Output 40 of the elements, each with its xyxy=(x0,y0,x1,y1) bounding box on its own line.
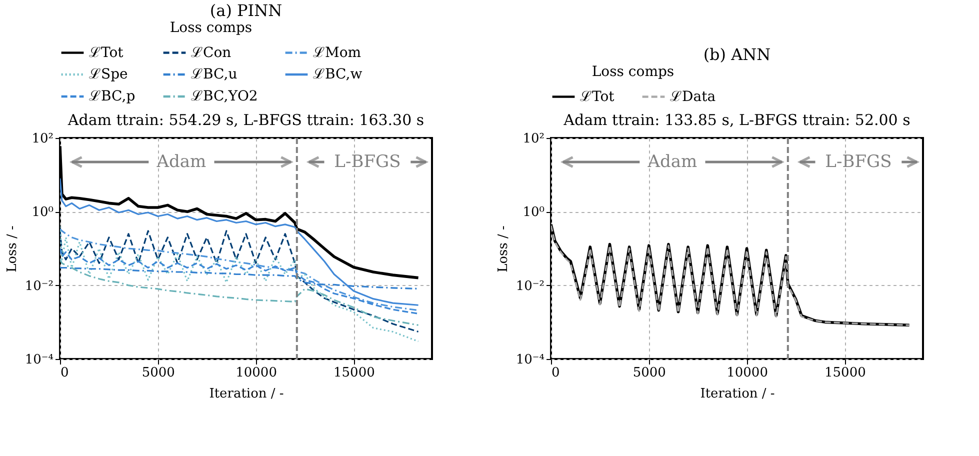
x-tick-label: 0 xyxy=(552,366,560,380)
legend-label: ℒTot xyxy=(89,44,124,61)
chart-title: (a) PINN xyxy=(210,1,282,20)
y-tick-label: 10⁻⁴ xyxy=(24,352,54,368)
legend-label: ℒTot xyxy=(580,88,615,105)
chart-subtitle: Adam ttrain: 554.29 s, L-BFGS ttrain: 163.30 s xyxy=(66,111,424,129)
y-tick-label: 10² xyxy=(32,132,54,146)
y-tick-label: 10⁰ xyxy=(522,205,544,220)
chart-subtitle: Adam ttrain: 133.85 s, L-BFGS ttrain: 52.00 s xyxy=(562,111,910,129)
y-tick-label: 10⁻² xyxy=(516,278,544,294)
legend-title: Loss comps xyxy=(170,20,252,36)
x-axis-title: Iteration / - xyxy=(700,386,775,402)
y-tick-label: 10⁰ xyxy=(32,205,54,220)
annotation: L-BFGS xyxy=(825,152,892,172)
legend-label: ℒData xyxy=(670,88,716,105)
x-tick-label: 0 xyxy=(60,366,69,380)
legend-label: ℒBC,p xyxy=(89,88,136,104)
legend-label: ℒBC,YO2 xyxy=(191,88,258,104)
x-tick-label: 10000 xyxy=(726,366,768,380)
legend-label: ℒBC,u xyxy=(191,66,238,82)
y-axis-title: Loss / - xyxy=(496,226,511,272)
annotation: Adam xyxy=(156,152,206,172)
annotation: Adam xyxy=(646,152,698,172)
legend-label: ℒMom xyxy=(313,44,362,61)
y-tick-label: 10⁻² xyxy=(24,278,54,294)
x-tick-label: 5000 xyxy=(632,366,666,380)
x-tick-label: 10000 xyxy=(236,366,277,380)
annotation: L-BFGS xyxy=(334,152,401,172)
x-tick-label: 15000 xyxy=(824,366,866,380)
x-axis-title: Iteration / - xyxy=(209,386,284,402)
legend-title: Loss comps xyxy=(592,64,674,80)
legend-label: ℒCon xyxy=(191,44,232,61)
y-axis-title: Loss / - xyxy=(4,226,20,272)
legend-label: ℒBC,w xyxy=(313,66,362,82)
x-tick-label: 15000 xyxy=(334,366,375,380)
legend-label: ℒSpe xyxy=(89,66,128,82)
y-tick-label: 10² xyxy=(522,132,544,146)
x-tick-label: 5000 xyxy=(142,366,175,380)
y-tick-label: 10⁻⁴ xyxy=(516,352,544,368)
chart-title: (b) ANN xyxy=(703,45,771,64)
